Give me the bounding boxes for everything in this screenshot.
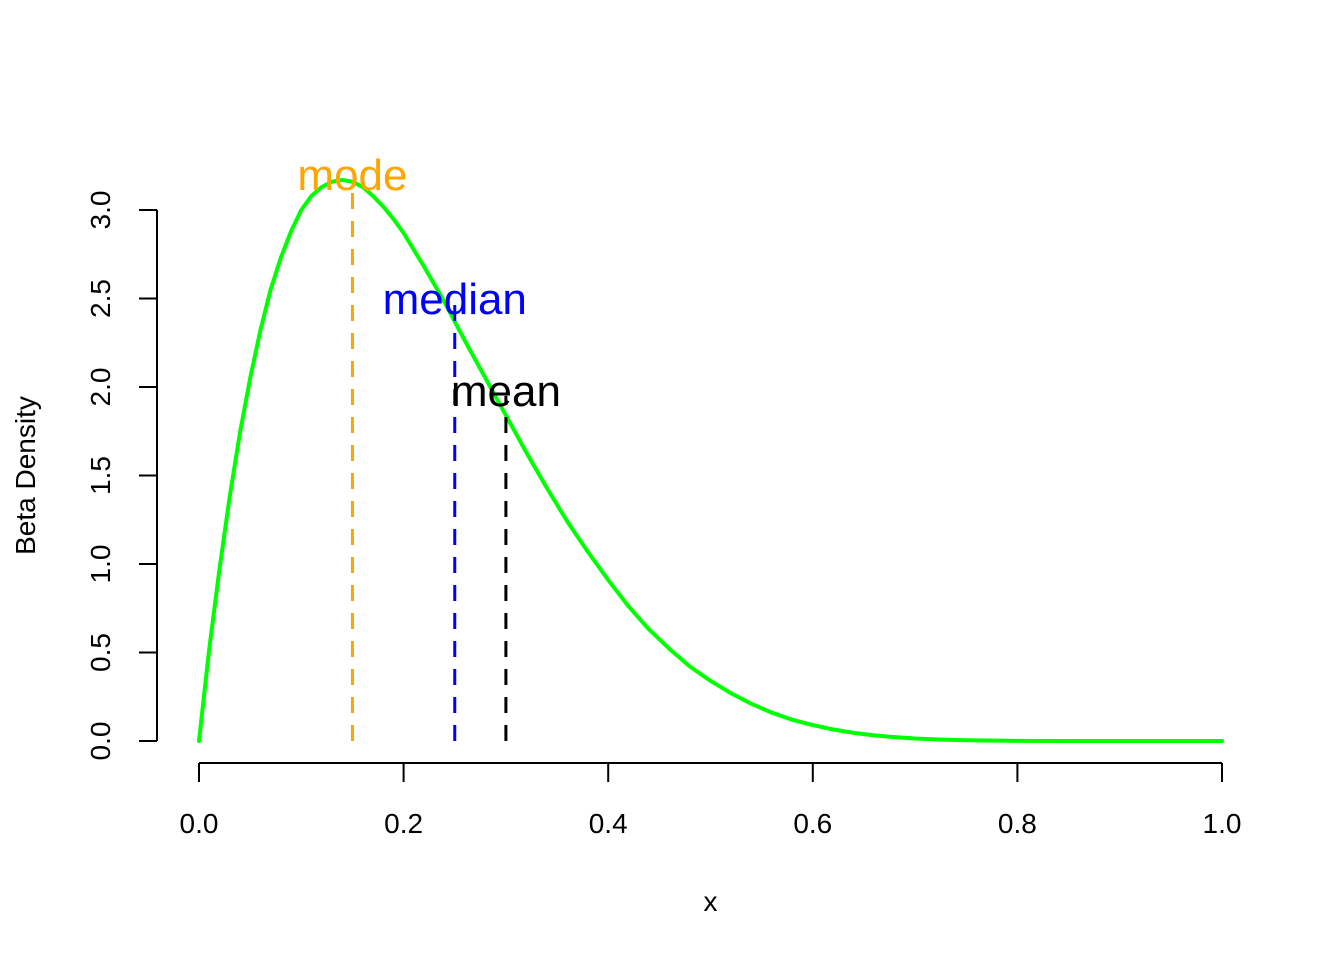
y-tick-label: 2.0 — [85, 368, 116, 407]
x-tick-label: 1.0 — [1203, 808, 1242, 839]
mean-label: mean — [451, 367, 561, 416]
y-tick-label: 0.0 — [85, 722, 116, 761]
y-axis-title: Beta Density — [10, 396, 41, 555]
x-axis-title: x — [704, 886, 718, 917]
y-axis-ticks: 0.0 0.5 1.0 1.5 2.0 2.5 3.0 — [85, 191, 157, 761]
x-axis-ticks: 0.0 0.2 0.4 0.6 0.8 1.0 — [180, 763, 1242, 839]
y-tick-label: 1.0 — [85, 545, 116, 584]
x-tick-label: 0.6 — [793, 808, 832, 839]
beta-density-curve — [197, 177, 1224, 743]
x-tick-label: 0.2 — [384, 808, 423, 839]
y-tick-label: 2.5 — [85, 279, 116, 318]
axes-layer: 0.0 0.5 1.0 1.5 2.0 2.5 3.0 0.0 0.2 0.4 0.6 0.8 1.0 — [85, 191, 1241, 839]
x-tick-label: 0.8 — [998, 808, 1037, 839]
y-tick-label: 0.5 — [85, 633, 116, 672]
annotation-layer: mode median mean — [297, 151, 561, 741]
y-tick-label: 1.5 — [85, 456, 116, 495]
x-tick-label: 0.4 — [589, 808, 628, 839]
y-tick-label: 3.0 — [85, 191, 116, 230]
x-tick-label: 0.0 — [180, 808, 219, 839]
median-label: median — [383, 275, 527, 324]
series-layer — [197, 177, 1224, 743]
mode-label: mode — [297, 151, 407, 200]
